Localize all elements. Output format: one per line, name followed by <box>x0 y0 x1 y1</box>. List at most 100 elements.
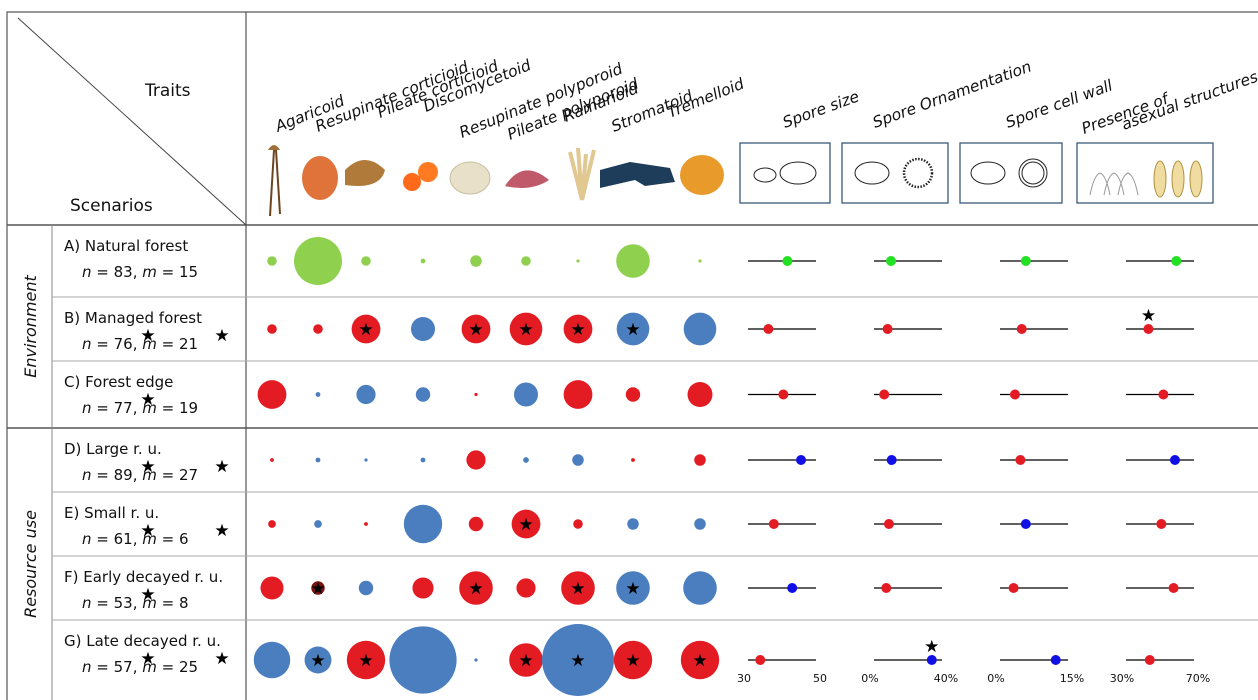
row-label: C) Forest edge n = 77, m = 19★ <box>64 373 198 417</box>
trait-dot <box>1050 655 1061 665</box>
bubble <box>351 314 381 344</box>
bubble-star: ★ <box>570 651 585 671</box>
discomycetoid-illustration <box>403 162 438 191</box>
bubble <box>509 312 543 346</box>
bubble <box>267 256 277 266</box>
trait-dot <box>1158 389 1169 400</box>
bubble <box>403 504 443 544</box>
bubble <box>470 255 482 267</box>
bubble <box>683 312 717 346</box>
bubble <box>631 458 635 462</box>
bubble <box>561 571 595 605</box>
bubble <box>627 518 639 530</box>
trait-dot <box>787 583 798 593</box>
row-stat: n = 76, m = 21 <box>82 335 198 353</box>
bubble <box>523 457 529 463</box>
trait-dot <box>1144 655 1155 665</box>
row-stat: n = 57, m = 25 <box>82 658 198 676</box>
resupinate-polyporoid-illustration <box>449 161 491 195</box>
significance-star: ★ <box>140 457 155 477</box>
bubble <box>694 454 706 466</box>
agaricoid-illustration <box>268 145 281 217</box>
scale-tick-min: 30% <box>1110 672 1134 685</box>
row-label: A) Natural forest n = 83, m = 15 <box>64 237 198 281</box>
bubble-star: ★ <box>468 320 483 340</box>
row-stat: n = 53, m = 8 <box>82 594 189 612</box>
bubble <box>542 624 614 696</box>
trait-dot <box>886 256 896 266</box>
significance-star: ★ <box>214 649 229 669</box>
bubble <box>361 256 371 266</box>
significance-star: ★ <box>140 326 155 346</box>
bubble <box>613 640 653 680</box>
group-label: Environment <box>21 275 40 378</box>
bubble <box>461 314 491 344</box>
bubble <box>616 312 650 346</box>
spore-size-sketch <box>739 142 831 204</box>
trait-dot <box>755 655 766 665</box>
trait-dot <box>879 389 890 400</box>
spore-cell-wall-sketch <box>959 142 1063 204</box>
bubble-grid: ★ ★ ★ ★ ★ ★ ★ ★ ★ ★ ★ ★ ★ ★ ★ ★ <box>253 237 720 696</box>
row-label: E) Small r. u.n = 61, m = 6★ ★ <box>64 504 230 548</box>
trait-dot <box>926 655 937 665</box>
bubble <box>415 387 431 402</box>
scenarios-label: Scenarios <box>70 196 153 216</box>
bubble <box>420 457 426 463</box>
bubble <box>364 522 368 526</box>
bubble <box>563 380 593 409</box>
traits-label: Traits <box>144 81 191 101</box>
bubble-star: ★ <box>358 651 373 671</box>
scale-tick-max: 40% <box>934 672 958 685</box>
trait-dot-star: ★ <box>1141 306 1156 326</box>
bubble-star: ★ <box>625 651 640 671</box>
significance-star: ★ <box>214 521 229 541</box>
pileate-polyporoid-illustration <box>505 170 549 188</box>
bubble <box>315 457 321 463</box>
bubble <box>304 646 332 674</box>
row-label: D) Large r. u.n = 89, m = 27★ ★ <box>64 440 230 484</box>
significance-star: ★ <box>140 585 155 605</box>
bubble <box>268 520 276 528</box>
trait-dot <box>778 389 789 400</box>
spore-ornamentation-sketch <box>841 142 949 204</box>
bubble <box>468 516 484 532</box>
trait-dot-star: ★ <box>924 637 939 657</box>
asexual-structures-sketch <box>1076 142 1214 204</box>
bubble <box>260 576 284 600</box>
trait-dot <box>796 455 807 465</box>
bubble <box>411 317 435 341</box>
bubble <box>683 571 717 605</box>
stromatoid-illustration <box>600 162 675 188</box>
bubble-star: ★ <box>310 651 325 671</box>
trait-dot <box>886 455 897 465</box>
row-label: F) Early decayed r. u. n = 53, m = 8★ <box>64 568 223 612</box>
trait-dot <box>768 519 779 529</box>
row-name: G) Late decayed r. u. <box>64 632 221 650</box>
bubble <box>563 314 593 344</box>
significance-star: ★ <box>140 649 155 669</box>
bubble <box>573 519 583 529</box>
bubble-star: ★ <box>570 320 585 340</box>
bubble <box>253 641 291 679</box>
bubble <box>521 256 531 266</box>
scale-tick-min: 30 <box>737 672 751 685</box>
bubble <box>314 520 322 528</box>
morphotype-illustrations <box>268 145 724 217</box>
row-name: D) Large r. u. <box>64 440 162 458</box>
bubble <box>311 581 325 595</box>
bubble-star: ★ <box>625 320 640 340</box>
trait-dot <box>763 324 774 334</box>
trait-dot <box>1156 519 1167 529</box>
bubble <box>364 458 368 462</box>
trait-dot <box>1143 324 1154 334</box>
bubble <box>680 640 720 680</box>
spore-size-header: Spore size <box>780 87 861 131</box>
row-stat: n = 89, m = 27 <box>82 466 198 484</box>
trait-dot <box>882 324 893 334</box>
bubble-star: ★ <box>570 579 585 599</box>
scale-tick-max: 15% <box>1060 672 1084 685</box>
